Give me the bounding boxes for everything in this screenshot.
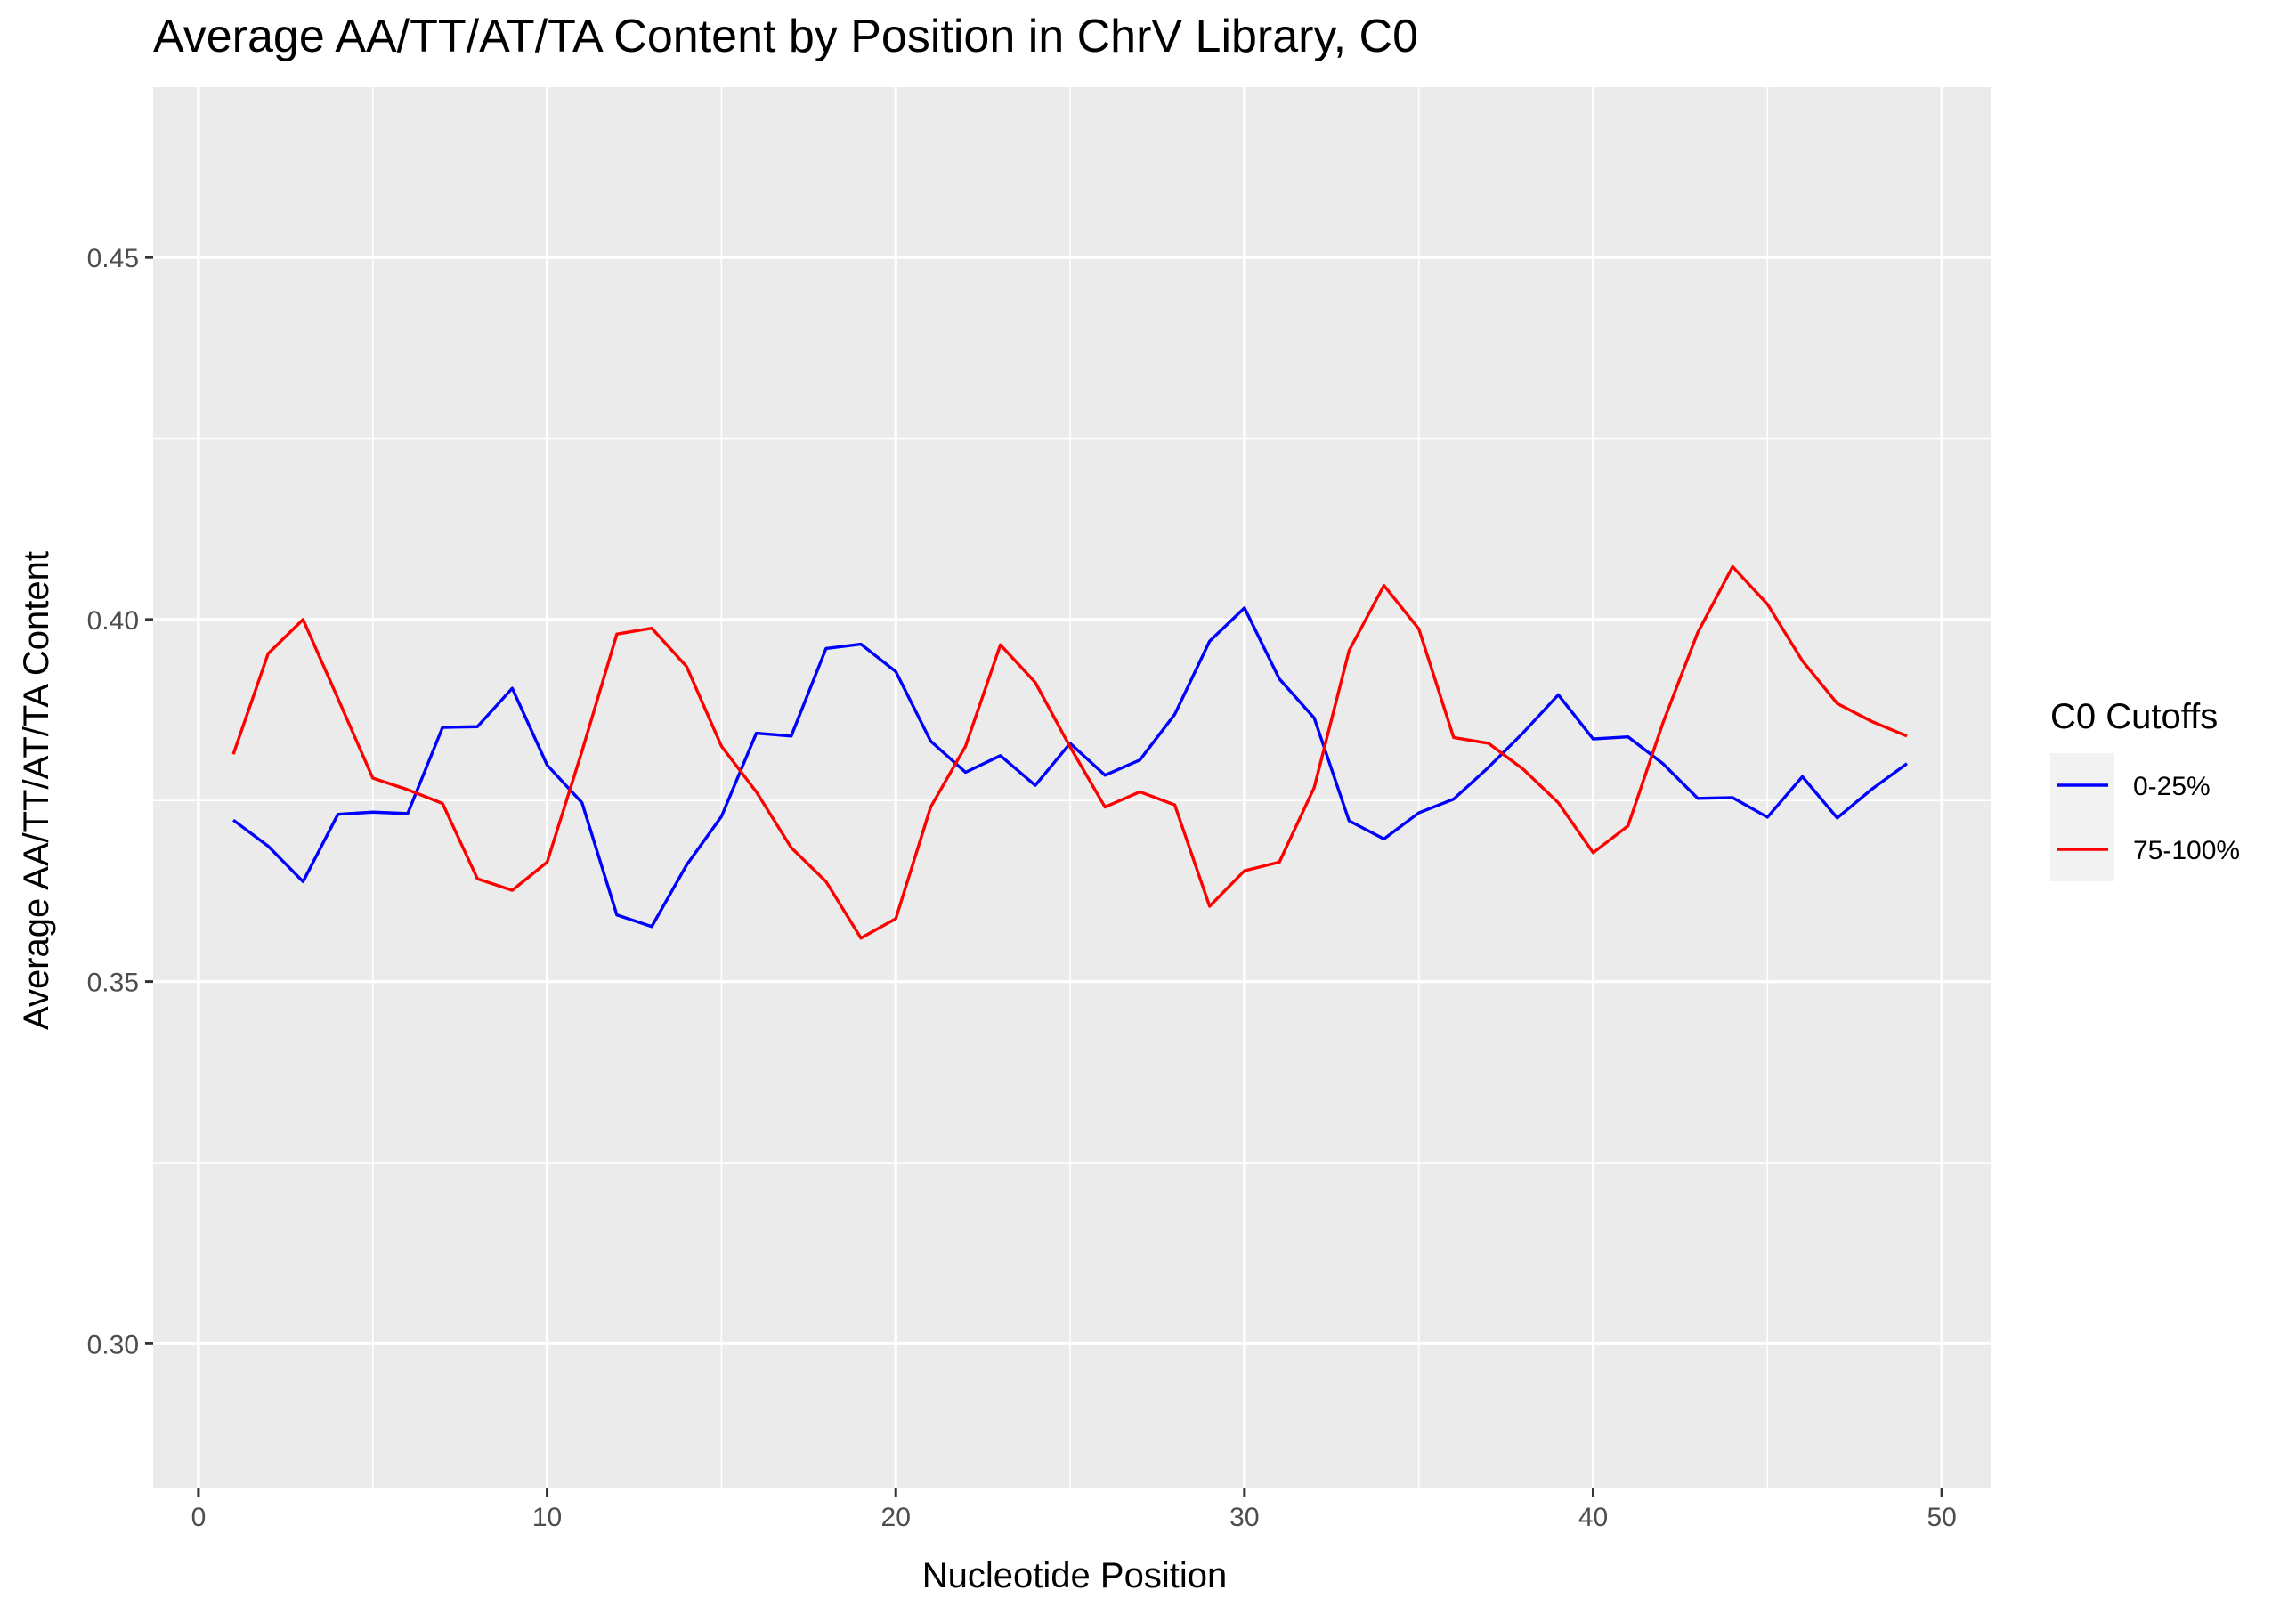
y-axis-title: Average AA/TT/AT/TA Content [17, 551, 56, 1030]
x-tick-label: 50 [1927, 1503, 1956, 1532]
x-tick-label: 20 [881, 1503, 911, 1532]
x-axis-title: Nucleotide Position [922, 1556, 1227, 1595]
series-line-1 [231, 564, 1908, 940]
legend: C0 Cutoffs 0-25% 75-100% [2050, 697, 2240, 881]
legend-title: C0 Cutoffs [2050, 697, 2218, 736]
y-tick-label: 0.45 [87, 244, 139, 273]
plot-panel [153, 87, 1991, 1488]
x-tick-label: 40 [1578, 1503, 1608, 1532]
grid-major [153, 87, 1991, 1488]
y-tick-label: 0.35 [87, 969, 139, 998]
chart-title: Average AA/TT/AT/TA Content by Position … [153, 11, 1418, 62]
y-axis: 0.30 0.35 0.40 0.45 [87, 244, 153, 1359]
series-line-0 [232, 606, 1908, 929]
x-tick-label: 10 [532, 1503, 562, 1532]
legend-label: 0-25% [2133, 772, 2211, 801]
y-tick-label: 0.40 [87, 606, 139, 636]
series-layer [231, 564, 1908, 940]
y-tick-label: 0.30 [87, 1330, 139, 1359]
x-tick-label: 30 [1229, 1503, 1259, 1532]
legend-label: 75-100% [2133, 836, 2240, 865]
x-axis: 0 10 20 30 40 50 [191, 1488, 1957, 1532]
grid-minor [153, 87, 1991, 1488]
x-tick-label: 0 [191, 1503, 207, 1532]
